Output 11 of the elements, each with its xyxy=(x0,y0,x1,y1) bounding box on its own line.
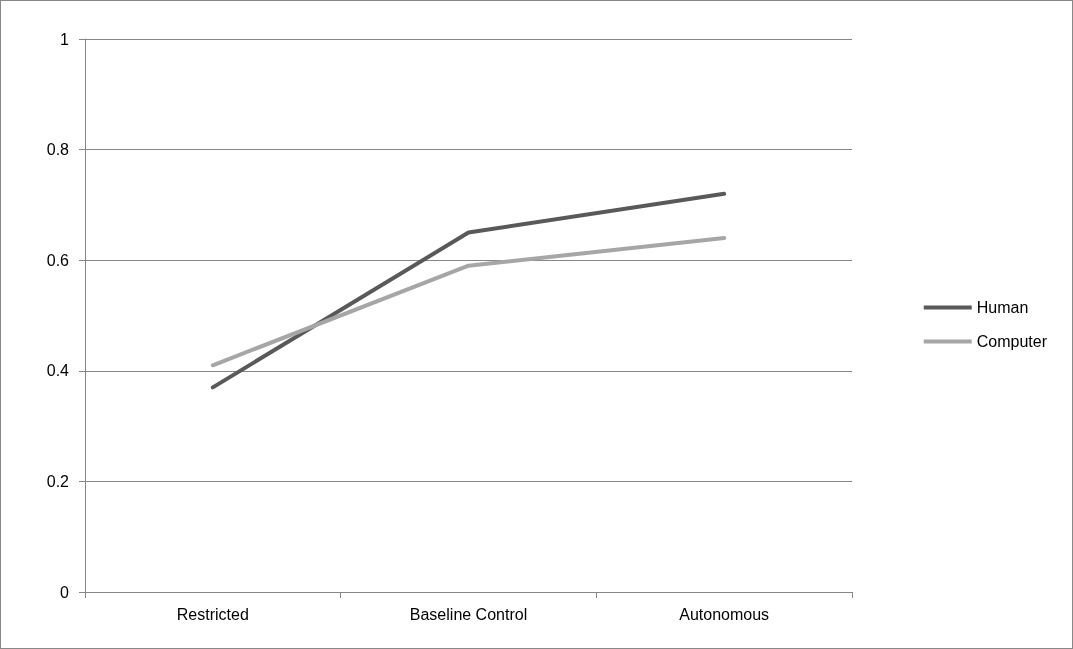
y-tick-label: 0.6 xyxy=(46,251,70,269)
legend-label: Human xyxy=(976,299,1029,316)
y-tick-label: 0.8 xyxy=(46,141,70,159)
y-tick-label: 0.2 xyxy=(46,472,70,490)
y-tick-label: 0.4 xyxy=(46,362,70,380)
y-tick-label: 0 xyxy=(60,583,70,601)
y-tick-label: 1 xyxy=(60,30,70,48)
x-tick-label: Baseline Control xyxy=(409,605,528,623)
x-tick-label: Autonomous xyxy=(679,605,770,623)
legend-label: Computer xyxy=(976,333,1048,350)
x-tick-label: Restricted xyxy=(176,605,249,623)
